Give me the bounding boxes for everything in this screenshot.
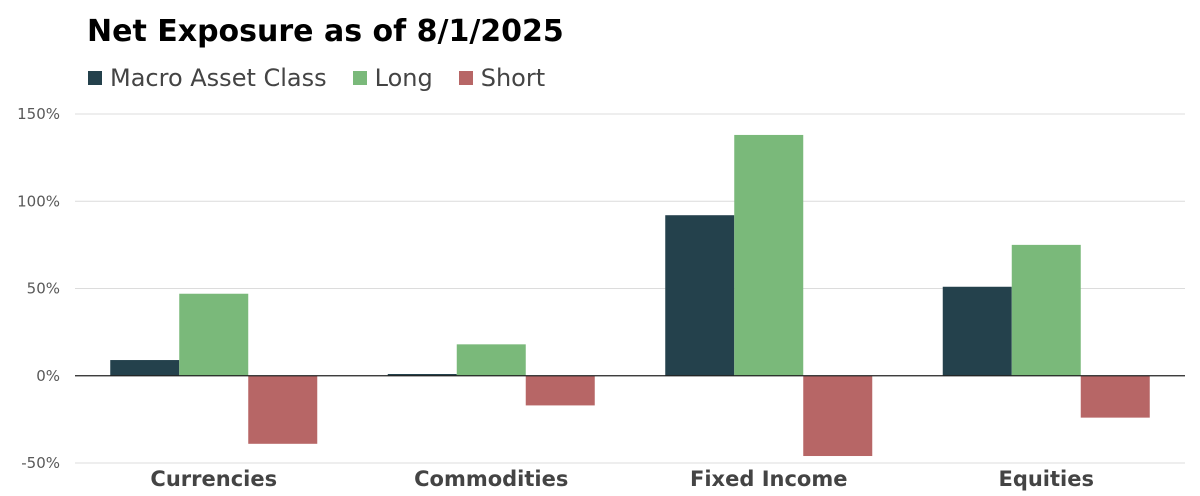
legend-label-short: Short: [480, 64, 546, 92]
bar-fixed-income-long: [734, 134, 804, 376]
bar-currencies-long: [179, 293, 249, 376]
bar-equities-long: [1011, 244, 1081, 376]
chart-title: Net Exposure as of 8/1/2025: [87, 14, 564, 49]
x-tick-label: Fixed Income: [690, 467, 847, 491]
axis-labels: 150% 100% 50% 0% -50% Currencies Commodities Fi…: [17, 105, 1094, 491]
bar-equities-short: [1080, 375, 1150, 418]
y-tick-label: 0%: [36, 367, 60, 385]
y-tick-label: 100%: [17, 192, 60, 210]
legend-item-macro: Macro Asset Class: [88, 64, 327, 92]
bar-fixed-income-macro-asset-class: [665, 215, 735, 376]
x-tick-label: Commodities: [414, 467, 568, 491]
legend-swatch-macro: [88, 71, 102, 85]
y-tick-label: -50%: [21, 454, 60, 472]
legend-item-short: Short: [458, 64, 546, 92]
x-tick-label: Currencies: [150, 467, 277, 491]
chart-legend: Macro Asset Class Long Short: [88, 64, 571, 92]
bar-commodities-macro-asset-class: [387, 374, 457, 376]
bar-commodities-short: [525, 375, 595, 406]
bar-commodities-long: [456, 344, 526, 376]
bars: [110, 134, 1150, 457]
bar-fixed-income-short: [803, 375, 873, 457]
bar-currencies-macro-asset-class: [110, 360, 180, 376]
x-tick-label: Equities: [998, 467, 1094, 491]
bar-currencies-short: [248, 375, 318, 444]
legend-swatch-short: [458, 71, 473, 85]
legend-label-macro: Macro Asset Class: [110, 64, 327, 92]
legend-swatch-long: [352, 71, 367, 85]
legend-label-long: Long: [374, 64, 433, 92]
y-tick-label: 150%: [17, 105, 60, 123]
legend-item-long: Long: [352, 64, 433, 92]
bar-equities-macro-asset-class: [942, 286, 1012, 376]
y-tick-label: 50%: [27, 280, 60, 298]
